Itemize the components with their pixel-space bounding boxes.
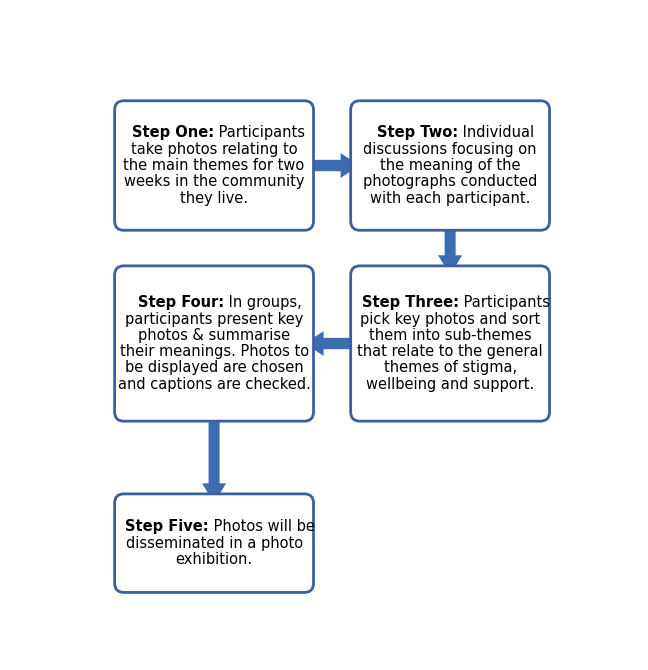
Text: that relate to the general: that relate to the general: [357, 344, 543, 359]
FancyArrow shape: [305, 153, 360, 178]
FancyBboxPatch shape: [115, 100, 314, 230]
Text: Photos will be: Photos will be: [209, 519, 315, 535]
Text: photographs conducted: photographs conducted: [363, 174, 537, 190]
Text: be displayed are chosen: be displayed are chosen: [125, 360, 303, 375]
Text: participants present key: participants present key: [125, 312, 303, 326]
Text: their meanings. Photos to: their meanings. Photos to: [119, 344, 308, 359]
Text: take photos relating to: take photos relating to: [131, 142, 297, 157]
Text: wellbeing and support.: wellbeing and support.: [366, 377, 534, 392]
Text: themes of stigma,: themes of stigma,: [384, 360, 516, 375]
Text: exhibition.: exhibition.: [176, 552, 253, 567]
FancyBboxPatch shape: [351, 266, 550, 421]
Text: weeks in the community: weeks in the community: [124, 174, 305, 190]
Text: disseminated in a photo: disseminated in a photo: [126, 535, 303, 551]
Text: Step Two: Individual: Step Two: Individual: [376, 125, 524, 141]
Text: and captions are checked.: and captions are checked.: [118, 377, 310, 392]
Text: Step Four: In groups,: Step Four: In groups,: [138, 295, 290, 310]
FancyBboxPatch shape: [115, 266, 314, 421]
Text: Step Four:: Step Four:: [138, 295, 224, 310]
FancyArrow shape: [202, 412, 226, 503]
Text: Step One:: Step One:: [132, 125, 214, 141]
FancyBboxPatch shape: [115, 494, 314, 592]
FancyArrow shape: [438, 221, 462, 275]
Text: Step One: Participants: Step One: Participants: [132, 125, 296, 141]
Text: photos & summarise: photos & summarise: [138, 328, 290, 343]
FancyBboxPatch shape: [126, 294, 302, 312]
Text: Individual: Individual: [458, 125, 534, 141]
Text: Participants: Participants: [214, 125, 305, 141]
Text: Step Five: Photos will be: Step Five: Photos will be: [125, 519, 303, 535]
Text: Step Three: Participants: Step Three: Participants: [362, 295, 538, 310]
Text: Step Five:: Step Five:: [125, 519, 209, 535]
Text: the main themes for two: the main themes for two: [124, 158, 305, 173]
Text: them into sub-themes: them into sub-themes: [369, 328, 531, 343]
FancyBboxPatch shape: [351, 100, 550, 230]
FancyBboxPatch shape: [362, 294, 538, 312]
FancyBboxPatch shape: [126, 518, 302, 536]
FancyBboxPatch shape: [126, 124, 302, 142]
Text: Step Two:: Step Two:: [376, 125, 458, 141]
FancyArrow shape: [305, 331, 360, 356]
Text: In groups,: In groups,: [224, 295, 302, 310]
FancyBboxPatch shape: [362, 124, 538, 142]
Text: the meaning of the: the meaning of the: [380, 158, 520, 173]
Text: Participants: Participants: [459, 295, 550, 310]
Text: pick key photos and sort: pick key photos and sort: [360, 312, 540, 326]
Text: they live.: they live.: [180, 190, 248, 206]
Text: discussions focusing on: discussions focusing on: [364, 142, 537, 157]
Text: with each participant.: with each participant.: [370, 190, 530, 206]
Text: Step Three:: Step Three:: [362, 295, 459, 310]
